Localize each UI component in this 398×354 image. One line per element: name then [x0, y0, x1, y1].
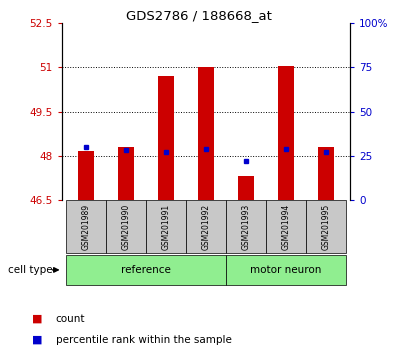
Bar [106, 200, 146, 253]
Text: GSM201990: GSM201990 [121, 204, 130, 250]
Bar [306, 200, 346, 253]
Text: GSM201992: GSM201992 [201, 204, 211, 250]
Bar [66, 200, 106, 253]
Text: percentile rank within the sample: percentile rank within the sample [56, 335, 232, 345]
Text: GSM201993: GSM201993 [242, 204, 251, 250]
Text: GDS2786 / 188668_at: GDS2786 / 188668_at [126, 9, 272, 22]
Bar [186, 200, 226, 253]
Text: GSM201989: GSM201989 [81, 204, 90, 250]
Bar [118, 147, 134, 200]
Bar [198, 67, 214, 200]
Text: ■: ■ [32, 335, 42, 345]
Bar [158, 76, 174, 200]
Bar [226, 255, 346, 285]
Text: GSM201991: GSM201991 [161, 204, 170, 250]
Text: motor neuron: motor neuron [250, 265, 322, 275]
Bar [278, 66, 294, 200]
Text: cell type: cell type [8, 265, 53, 275]
Bar [266, 200, 306, 253]
Text: ■: ■ [32, 314, 42, 324]
Text: reference: reference [121, 265, 171, 275]
Bar [78, 152, 94, 200]
Text: count: count [56, 314, 85, 324]
Bar [238, 176, 254, 200]
Bar [226, 200, 266, 253]
Text: GSM201994: GSM201994 [282, 204, 291, 250]
Bar [146, 200, 186, 253]
Bar [318, 147, 334, 200]
Text: GSM201995: GSM201995 [322, 204, 331, 250]
Bar [66, 255, 226, 285]
